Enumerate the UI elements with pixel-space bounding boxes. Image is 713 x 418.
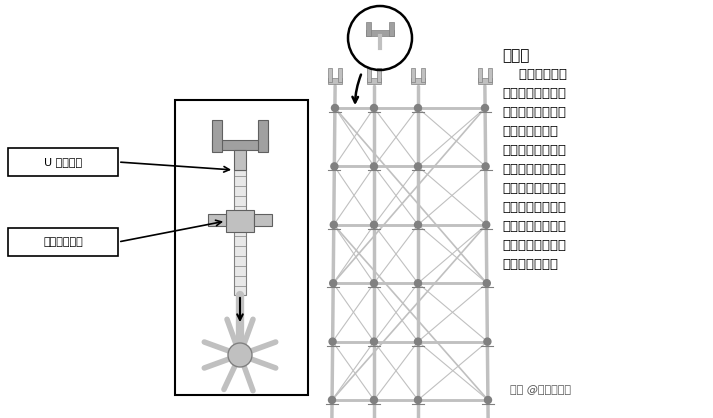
Bar <box>328 68 332 82</box>
Bar <box>338 68 342 82</box>
Bar <box>366 30 394 36</box>
Bar <box>411 68 415 82</box>
Circle shape <box>371 104 377 112</box>
Bar <box>212 120 222 152</box>
Text: 高度调整扳手: 高度调整扳手 <box>43 237 83 247</box>
Text: U 型调整座: U 型调整座 <box>44 157 82 167</box>
Bar <box>478 68 482 82</box>
Circle shape <box>483 280 491 287</box>
Bar <box>377 68 381 82</box>
Circle shape <box>329 338 336 345</box>
Bar <box>411 78 425 84</box>
Bar <box>212 140 268 150</box>
Circle shape <box>414 280 421 287</box>
Bar <box>234 150 246 170</box>
Circle shape <box>371 338 377 345</box>
Bar <box>421 68 425 82</box>
Circle shape <box>371 163 377 170</box>
Bar <box>488 68 492 82</box>
Circle shape <box>483 221 490 228</box>
Circle shape <box>484 338 491 345</box>
Bar <box>389 22 394 36</box>
Bar <box>367 68 371 82</box>
Circle shape <box>371 397 377 403</box>
Bar <box>208 214 226 226</box>
Circle shape <box>481 104 488 112</box>
Bar <box>478 78 492 84</box>
Bar <box>254 214 272 226</box>
Bar <box>226 210 254 232</box>
Circle shape <box>330 221 337 228</box>
Bar <box>328 78 342 84</box>
Bar <box>175 100 308 395</box>
Circle shape <box>331 163 338 170</box>
Text: 说明：: 说明： <box>502 48 529 63</box>
Circle shape <box>329 397 336 403</box>
Bar <box>8 228 118 256</box>
Circle shape <box>414 221 421 228</box>
Bar <box>366 22 371 36</box>
Text: 本文所述组装
流程为盘扣系统脚
手架各项构件的组
搭方式及注意事
项，每种杆件均有
不同长度规格提供
设计者设计规划，
实际搭接需使用的
规格及搭架高度需
依照: 本文所述组装 流程为盘扣系统脚 手架各项构件的组 搭方式及注意事 项，每种杆件均… <box>502 68 567 271</box>
Circle shape <box>414 397 421 403</box>
Circle shape <box>371 221 377 228</box>
Bar <box>234 170 246 295</box>
Circle shape <box>414 104 421 112</box>
Text: 头条 @建筑集结号: 头条 @建筑集结号 <box>510 385 571 395</box>
Circle shape <box>329 280 337 287</box>
Bar <box>8 148 118 176</box>
Circle shape <box>414 338 421 345</box>
Circle shape <box>414 163 421 170</box>
Circle shape <box>228 343 252 367</box>
Circle shape <box>371 280 377 287</box>
Circle shape <box>332 104 339 112</box>
Circle shape <box>485 397 491 403</box>
Bar <box>258 120 268 152</box>
Circle shape <box>482 163 489 170</box>
Bar <box>367 78 381 84</box>
